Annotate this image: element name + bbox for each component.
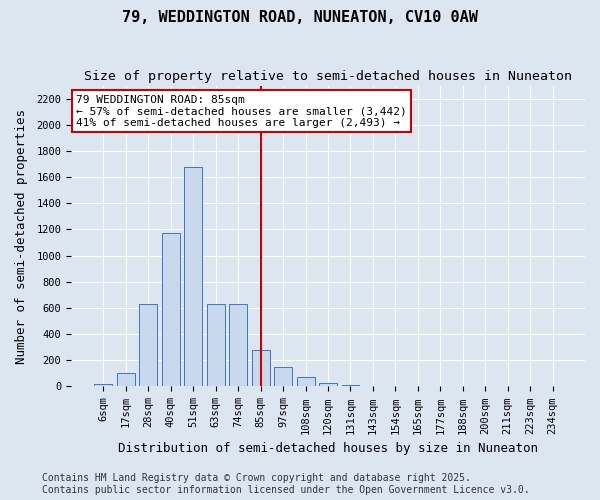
Bar: [117, 374, 135, 386]
Bar: [229, 304, 247, 386]
X-axis label: Distribution of semi-detached houses by size in Nuneaton: Distribution of semi-detached houses by …: [118, 442, 538, 455]
Bar: [139, 304, 157, 386]
Title: Size of property relative to semi-detached houses in Nuneaton: Size of property relative to semi-detach…: [84, 70, 572, 83]
Text: Contains HM Land Registry data © Crown copyright and database right 2025.
Contai: Contains HM Land Registry data © Crown c…: [42, 474, 530, 495]
Bar: [341, 385, 359, 386]
Bar: [94, 384, 112, 386]
Bar: [319, 382, 337, 386]
Bar: [251, 350, 269, 387]
Bar: [296, 378, 314, 386]
Y-axis label: Number of semi-detached properties: Number of semi-detached properties: [15, 108, 28, 364]
Bar: [207, 304, 224, 386]
Text: 79, WEDDINGTON ROAD, NUNEATON, CV10 0AW: 79, WEDDINGTON ROAD, NUNEATON, CV10 0AW: [122, 10, 478, 25]
Bar: [184, 166, 202, 386]
Bar: [274, 367, 292, 386]
Text: 79 WEDDINGTON ROAD: 85sqm
← 57% of semi-detached houses are smaller (3,442)
41% : 79 WEDDINGTON ROAD: 85sqm ← 57% of semi-…: [76, 94, 407, 128]
Bar: [162, 234, 180, 386]
